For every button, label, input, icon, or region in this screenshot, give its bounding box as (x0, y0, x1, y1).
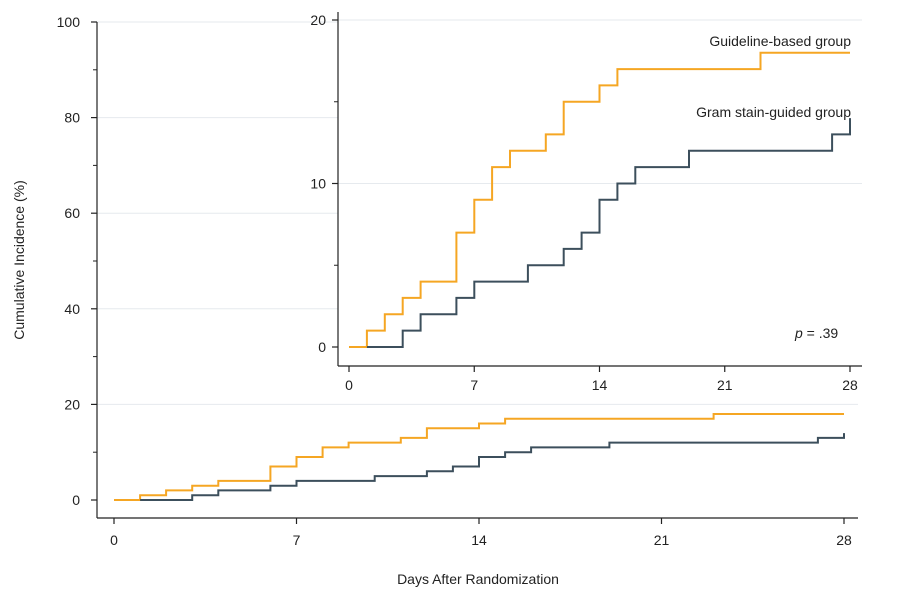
inset-x-tick-label-28: 28 (842, 377, 858, 393)
main-x-tick-label-28: 28 (836, 532, 852, 548)
main-x-tick-label-14: 14 (471, 532, 487, 548)
y-axis-title: Cumulative Incidence (%) (11, 180, 27, 340)
inset-y-tick-label-10: 10 (310, 176, 326, 192)
main-series-line-0 (114, 413, 844, 501)
main-x-tick-label-7: 7 (293, 532, 301, 548)
p-value-annotation: p = .39 (794, 325, 838, 341)
inset-x-tick-label-14: 14 (592, 377, 608, 393)
legend-label-guideline-based: Guideline-based group (709, 33, 851, 49)
inset-background (338, 6, 866, 400)
main-y-tick-label-80: 80 (64, 110, 80, 126)
main-series-line-1 (140, 433, 845, 501)
main-y-tick-label-40: 40 (64, 301, 80, 317)
legend-label-gram-stain-guided: Gram stain-guided group (696, 104, 851, 120)
x-axis-title: Days After Randomization (397, 571, 559, 587)
inset-y-tick-label-0: 0 (318, 339, 326, 355)
main-y-tick-label-0: 0 (72, 492, 80, 508)
main-x-tick-label-21: 21 (654, 532, 670, 548)
main-y-tick-label-60: 60 (64, 205, 80, 221)
inset-plot: 0 10 20 0 7 14 21 28 Guideline-based group Gram s… (310, 6, 866, 400)
main-y-tick-label-100: 100 (57, 14, 81, 30)
inset-series-line-1 (366, 118, 851, 348)
inset-x-tick-label-7: 7 (470, 377, 478, 393)
inset-y-tick-label-20: 20 (310, 12, 326, 28)
main-x-tick-label-0: 0 (110, 532, 118, 548)
main-y-tick-label-20: 20 (64, 396, 80, 412)
inset-x-tick-label-21: 21 (717, 377, 733, 393)
inset-x-tick-label-0: 0 (345, 377, 353, 393)
inset-series-line-0 (349, 51, 850, 348)
